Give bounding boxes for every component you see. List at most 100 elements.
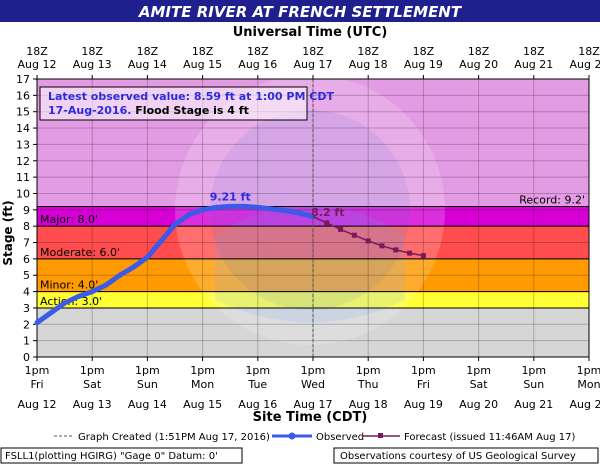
level-label-minor: Minor: 4.0' [40, 279, 98, 292]
top-tick-date-5: Aug 17 [294, 58, 333, 71]
chart-title: AMITE RIVER AT FRENCH SETTLEMENT [138, 3, 463, 21]
bottom-tick-day-9: Sun [523, 378, 544, 391]
bottom-tick-date-5: Aug 17 [294, 398, 333, 411]
top-tick-time-8: 18Z [468, 45, 490, 58]
y-tick-label-5: 5 [23, 269, 30, 282]
bottom-tick-time-0: 1pm [25, 364, 50, 377]
top-tick-time-7: 18Z [413, 45, 435, 58]
bottom-tick-day-7: Fri [417, 378, 430, 391]
y-tick-label-12: 12 [16, 155, 30, 168]
top-tick-time-2: 18Z [137, 45, 159, 58]
noaa-watermark [175, 75, 445, 345]
forecast-point [393, 247, 399, 253]
bottom-tick-date-4: Aug 16 [238, 398, 277, 411]
legend-created-label: Graph Created (1:51PM Aug 17, 2016) [78, 432, 270, 443]
bottom-tick-time-1: 1pm [80, 364, 105, 377]
bottom-tick-time-6: 1pm [356, 364, 381, 377]
observed-point [282, 208, 288, 214]
y-tick-label-11: 11 [16, 171, 30, 184]
top-tick-date-9: Aug 21 [514, 58, 553, 71]
y-tick-label-16: 16 [16, 89, 30, 102]
top-tick-date-1: Aug 13 [73, 58, 112, 71]
observed-point [131, 264, 137, 270]
top-tick-time-0: 18Z [26, 45, 48, 58]
bottom-tick-day-0: Fri [30, 378, 43, 391]
y-tick-label-17: 17 [16, 73, 30, 86]
forecast-point [324, 220, 330, 226]
footer-credit-text: Observations courtesy of US Geological S… [340, 451, 576, 462]
legend-forecast-label: Forecast (issued 11:46AM Aug 17) [404, 432, 576, 443]
y-tick-label-14: 14 [16, 122, 30, 135]
top-tick-time-4: 18Z [247, 45, 269, 58]
top-axis-title: Universal Time (UTC) [233, 25, 388, 40]
legend-forecast-marker [378, 433, 383, 438]
bottom-tick-date-10: Aug 22 [570, 398, 600, 411]
title-bar [0, 0, 600, 22]
y-tick-label-6: 6 [23, 253, 30, 266]
forecast-peak-label: 8.2 ft [311, 206, 344, 219]
observed-point [200, 207, 206, 213]
y-tick-label-10: 10 [16, 187, 30, 200]
y-tick-label-2: 2 [23, 318, 30, 331]
bottom-tick-day-8: Sat [470, 378, 489, 391]
forecast-point [407, 250, 413, 256]
legend-observed-marker [288, 432, 296, 440]
bottom-tick-time-7: 1pm [411, 364, 436, 377]
footer-datum-box [0, 447, 243, 464]
top-tick-time-10: 18Z [578, 45, 600, 58]
observed-point [227, 203, 233, 209]
bottom-tick-date-1: Aug 13 [73, 398, 112, 411]
y-tick-label-7: 7 [23, 237, 30, 250]
observed-point [255, 204, 261, 210]
bottom-axis-title: Site Time (CDT) [253, 410, 368, 425]
y-tick-label-0: 0 [23, 351, 30, 364]
observed-point [34, 320, 40, 326]
bottom-tick-time-8: 1pm [466, 364, 491, 377]
top-tick-time-3: 18Z [192, 45, 214, 58]
top-tick-time-9: 18Z [523, 45, 545, 58]
observed-point [89, 289, 95, 295]
top-tick-date-10: Aug 22 [570, 58, 600, 71]
bottom-tick-day-1: Sat [83, 378, 102, 391]
flood-level-lines: Record: 9.2' Major: 8.0' Moderate: 6.0' Min… [37, 79, 589, 357]
observed-point [172, 222, 178, 228]
bottom-tick-day-2: Sun [137, 378, 158, 391]
top-tick-date-7: Aug 19 [404, 58, 443, 71]
observed-point [75, 293, 81, 299]
bottom-tick-date-0: Aug 12 [18, 398, 57, 411]
bottom-tick-date-9: Aug 21 [514, 398, 553, 411]
level-label-moderate: Moderate: 6.0' [40, 246, 120, 259]
y-tick-label-1: 1 [23, 335, 30, 348]
observed-point [117, 272, 123, 278]
top-tick-date-4: Aug 16 [238, 58, 277, 71]
bottom-tick-time-10: 1pm [577, 364, 600, 377]
footer-datum-text: FSLL1(plotting HGIRG) "Gage 0" Datum: 0' [5, 451, 218, 462]
level-label-record: Record: 9.2' [519, 194, 585, 207]
y-tick-label-9: 9 [23, 204, 30, 217]
bottom-tick-day-10: Mon [577, 378, 600, 391]
latest-value-date: 17-Aug-2016. [48, 104, 131, 117]
bottom-tick-day-6: Thu [357, 378, 379, 391]
latest-value-line1: Latest observed value: 8.59 ft at 1:00 P… [48, 90, 334, 103]
forecast-point [338, 226, 344, 232]
observed-point [241, 203, 247, 209]
latest-value-box: Latest observed value: 8.59 ft at 1:00 P… [39, 86, 334, 121]
forecast-point [351, 232, 357, 238]
y-tick-label-15: 15 [16, 106, 30, 119]
bottom-tick-date-3: Aug 15 [183, 398, 222, 411]
bottom-tick-day-3: Mon [191, 378, 214, 391]
bottom-tick-date-2: Aug 14 [128, 398, 167, 411]
y-axis-title: Stage (ft) [1, 200, 15, 265]
bottom-tick-day-4: Tue [247, 378, 267, 391]
bottom-tick-time-9: 1pm [521, 364, 546, 377]
latest-value-box-border [39, 86, 308, 121]
bottom-tick-day-5: Wed [301, 378, 325, 391]
observed-point [48, 310, 54, 316]
bottom-tick-time-4: 1pm [245, 364, 270, 377]
top-tick-date-3: Aug 15 [183, 58, 222, 71]
observed-point [269, 206, 275, 212]
observed-point [144, 254, 150, 260]
observed-point [186, 212, 192, 218]
legend-observed-label: Observed [316, 432, 364, 443]
